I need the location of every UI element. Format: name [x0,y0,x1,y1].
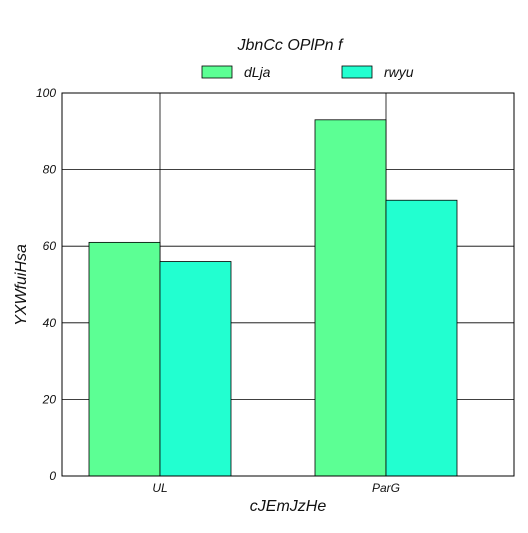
y-axis-label: YXWfuiHsa [13,244,30,326]
y-tick-label-80: 80 [43,163,57,177]
legend-swatch-rwyu [341,65,373,79]
bars [88,119,458,477]
x-axis-ticks: UL ParG [152,481,400,495]
y-tick-label-20: 20 [42,392,57,406]
x-tick-label-ParG: ParG [372,481,400,495]
y-tick-label-40: 40 [43,316,57,330]
plot-frame [61,92,515,477]
bar-rwyu-UL [159,261,232,477]
x-tick-label-UL: UL [152,481,167,495]
x-axis-label: cJEmJzHe [250,498,327,515]
chart-legend: dLja rwyu [201,64,414,80]
y-tick-label-0: 0 [49,469,56,483]
chart-title: JbnCc OPlPn f [237,37,344,54]
bar-dLja-ParG [314,119,387,477]
y-tick-label-100: 100 [36,86,56,100]
bar-dLja-UL [88,241,161,477]
bar-rwyu-ParG [385,199,458,477]
y-axis-ticks: 0 20 40 60 80 100 [36,86,56,483]
legend-swatch-dLja [201,65,233,79]
legend-label-rwyu: rwyu [384,64,414,80]
legend-label-dLja: dLja [244,64,271,80]
y-tick-label-60: 60 [43,239,57,253]
